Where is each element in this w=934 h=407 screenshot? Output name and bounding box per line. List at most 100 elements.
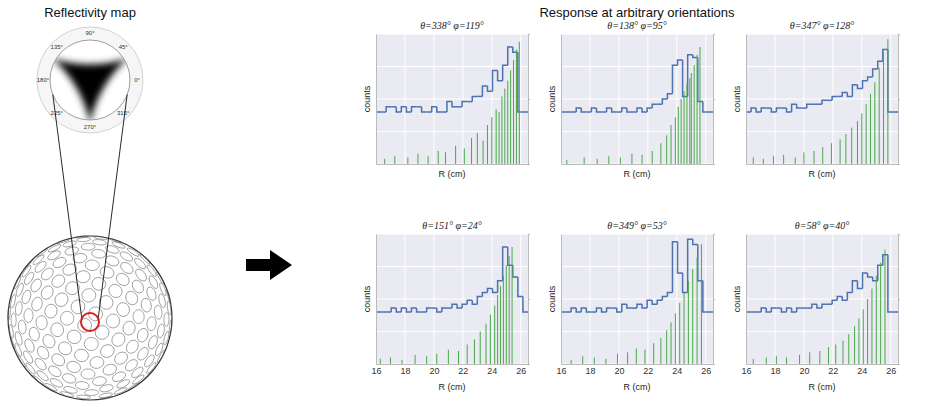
histogram-step	[751, 108, 756, 112]
histogram-step	[698, 244, 703, 280]
histogram-step	[602, 308, 607, 312]
x-axis-title: R (cm)	[439, 382, 466, 392]
stem	[394, 156, 395, 164]
histogram-step	[827, 100, 832, 102]
arrow	[246, 250, 292, 280]
histogram-step	[873, 277, 878, 281]
sphere-cell	[23, 271, 36, 286]
sphere-cell	[51, 255, 67, 269]
y2-axis	[898, 35, 900, 165]
histogram-step	[642, 108, 647, 112]
zoom-line	[98, 94, 127, 320]
histogram-step	[442, 111, 447, 113]
stem	[783, 155, 784, 164]
tick-label: 20	[799, 366, 809, 376]
stem	[494, 306, 495, 365]
histogram-step	[508, 47, 513, 65]
grid-line	[561, 331, 713, 332]
tick	[898, 99, 900, 100]
histogram-step	[817, 304, 822, 308]
sphere-cell	[81, 243, 95, 250]
plot-background	[746, 34, 898, 164]
stem	[506, 265, 507, 364]
sphere-cell	[60, 391, 74, 398]
stem	[795, 158, 796, 165]
stem	[701, 244, 702, 364]
tick	[713, 234, 715, 235]
axis-line	[747, 364, 899, 365]
histogram-step	[657, 300, 662, 304]
sphere-cell	[65, 327, 84, 346]
grid-line	[376, 66, 528, 67]
stem	[402, 360, 403, 364]
sphere-cell	[145, 286, 158, 302]
grid-line	[561, 364, 713, 365]
histogram-step	[447, 102, 452, 112]
sphere-cell	[13, 276, 21, 290]
sphere-cell	[75, 316, 94, 335]
histogram-step	[487, 289, 492, 293]
panel-title: θ=138° φ=95°	[607, 20, 666, 31]
tick	[528, 299, 530, 300]
stem	[582, 356, 583, 364]
histogram-step	[493, 70, 498, 91]
histogram-step	[667, 94, 672, 99]
axis-line	[714, 235, 716, 365]
tick: 20	[614, 364, 624, 376]
sphere-cell	[115, 301, 131, 318]
stem	[491, 117, 492, 164]
stem	[455, 146, 456, 164]
stem	[597, 159, 598, 164]
histogram-step	[617, 308, 622, 312]
stem	[666, 330, 667, 364]
histogram-step	[693, 239, 698, 244]
tick-label: 18	[770, 366, 780, 376]
stem	[417, 154, 418, 164]
axis-line	[562, 364, 714, 365]
stem	[874, 82, 875, 164]
tick-mark	[528, 364, 530, 365]
grid-line	[376, 34, 377, 164]
histogram-step	[761, 108, 766, 112]
stem	[617, 354, 618, 364]
sphere-cell	[57, 238, 71, 244]
histogram-step	[852, 281, 857, 293]
histogram-step	[792, 104, 797, 112]
panel-title: θ=58° φ=40°	[795, 220, 849, 231]
stem	[822, 147, 823, 164]
histogram-step	[827, 303, 832, 305]
histogram-step	[766, 308, 771, 312]
histogram-step	[672, 242, 677, 293]
histogram-step	[771, 308, 776, 312]
sphere-cell	[84, 337, 99, 351]
tick: 22	[828, 364, 838, 376]
axis-line	[529, 35, 531, 165]
histogram-step	[417, 308, 422, 312]
sphere-cell	[8, 306, 11, 320]
histogram-step	[847, 93, 852, 97]
sphere-cell	[123, 357, 139, 373]
stem	[884, 250, 885, 364]
tick	[898, 234, 900, 235]
histogram-step	[863, 81, 868, 89]
sphere-cell	[75, 381, 90, 390]
sphere-cell	[109, 238, 123, 244]
histogram-step	[498, 70, 503, 80]
histogram-step	[837, 96, 842, 98]
stem	[480, 332, 481, 365]
histogram-step	[612, 307, 617, 309]
plot-background	[376, 234, 528, 364]
histogram-step	[652, 300, 657, 304]
histogram-step	[797, 308, 802, 312]
stem	[803, 152, 804, 164]
tick-label: 18	[585, 366, 595, 376]
panel-title: θ=347° φ=128°	[790, 20, 854, 31]
stem	[697, 55, 698, 164]
axis-line	[899, 35, 901, 165]
histogram-step	[893, 311, 898, 313]
marks	[561, 239, 713, 364]
histogram-step	[678, 242, 683, 273]
stem	[870, 94, 871, 164]
histogram-step	[566, 111, 571, 113]
grid-line	[376, 266, 528, 267]
